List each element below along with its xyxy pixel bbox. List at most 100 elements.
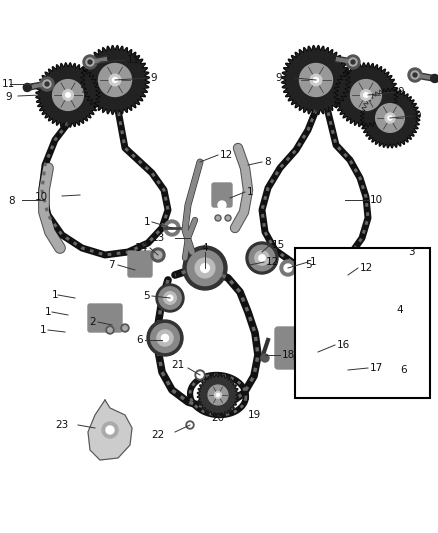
Text: 1: 1 — [143, 217, 150, 227]
Circle shape — [187, 251, 223, 286]
Text: 12: 12 — [266, 257, 279, 267]
Circle shape — [314, 77, 318, 83]
Circle shape — [216, 216, 219, 220]
Text: 11: 11 — [127, 55, 140, 65]
Circle shape — [431, 75, 438, 83]
Circle shape — [161, 334, 169, 342]
Text: 4: 4 — [201, 243, 208, 253]
Circle shape — [385, 365, 392, 372]
FancyBboxPatch shape — [295, 248, 430, 398]
Circle shape — [123, 326, 127, 330]
Polygon shape — [360, 88, 420, 148]
Text: 2: 2 — [89, 317, 96, 327]
Circle shape — [259, 255, 265, 261]
Circle shape — [249, 245, 275, 271]
Circle shape — [164, 220, 180, 236]
Circle shape — [197, 372, 203, 378]
Circle shape — [380, 360, 396, 376]
Circle shape — [99, 63, 131, 96]
Text: 16: 16 — [337, 340, 350, 350]
Text: 15: 15 — [272, 240, 285, 250]
Text: 17: 17 — [370, 363, 383, 373]
Circle shape — [376, 104, 404, 132]
Circle shape — [188, 423, 192, 427]
Circle shape — [201, 264, 209, 272]
Text: 3: 3 — [408, 247, 415, 257]
Circle shape — [108, 328, 112, 332]
Circle shape — [106, 426, 114, 434]
Circle shape — [351, 60, 355, 64]
Circle shape — [310, 368, 314, 372]
Circle shape — [215, 215, 221, 221]
Polygon shape — [334, 63, 398, 127]
Circle shape — [109, 74, 121, 86]
Circle shape — [156, 284, 184, 312]
Circle shape — [197, 372, 203, 378]
Circle shape — [349, 58, 357, 66]
Circle shape — [83, 55, 97, 69]
Text: 9: 9 — [397, 87, 404, 97]
Circle shape — [346, 55, 360, 69]
Circle shape — [106, 326, 114, 334]
Circle shape — [216, 393, 219, 397]
Circle shape — [121, 324, 129, 332]
Text: 9: 9 — [414, 111, 420, 121]
Text: 18: 18 — [282, 350, 295, 360]
Text: 10: 10 — [35, 192, 48, 202]
Circle shape — [327, 54, 336, 62]
Circle shape — [159, 287, 181, 309]
Text: 14: 14 — [135, 243, 148, 253]
Circle shape — [186, 421, 194, 429]
Circle shape — [195, 258, 215, 278]
Text: 10: 10 — [370, 195, 383, 205]
FancyBboxPatch shape — [128, 251, 152, 277]
Circle shape — [53, 79, 83, 110]
Circle shape — [43, 80, 51, 88]
Text: 9: 9 — [150, 73, 157, 83]
Text: 22: 22 — [152, 430, 165, 440]
Circle shape — [151, 324, 180, 352]
Circle shape — [188, 423, 192, 427]
Circle shape — [147, 320, 183, 356]
Circle shape — [108, 54, 116, 62]
Circle shape — [388, 116, 392, 120]
Polygon shape — [282, 46, 350, 115]
Circle shape — [225, 215, 231, 221]
Circle shape — [218, 201, 226, 209]
Circle shape — [167, 295, 173, 301]
Circle shape — [88, 60, 92, 64]
Text: 1: 1 — [247, 187, 254, 197]
Circle shape — [385, 113, 395, 123]
Circle shape — [364, 302, 396, 334]
Circle shape — [300, 63, 332, 96]
Circle shape — [376, 314, 384, 322]
Circle shape — [157, 330, 173, 346]
Text: 1: 1 — [52, 290, 59, 300]
Circle shape — [164, 292, 177, 304]
Circle shape — [215, 392, 222, 399]
Circle shape — [63, 90, 74, 100]
Circle shape — [86, 58, 94, 66]
Text: 23: 23 — [55, 420, 68, 430]
FancyBboxPatch shape — [88, 304, 122, 332]
Circle shape — [66, 93, 71, 98]
FancyBboxPatch shape — [212, 183, 232, 207]
Text: 8: 8 — [8, 196, 14, 206]
Circle shape — [360, 298, 400, 338]
Circle shape — [23, 84, 31, 92]
FancyBboxPatch shape — [275, 327, 321, 369]
Text: 9: 9 — [276, 73, 282, 83]
Text: 12: 12 — [220, 150, 233, 160]
Circle shape — [411, 71, 419, 79]
Text: 1: 1 — [40, 325, 46, 335]
Text: 21: 21 — [172, 360, 185, 370]
Text: 11: 11 — [2, 79, 15, 89]
Circle shape — [371, 309, 389, 327]
Circle shape — [45, 82, 49, 86]
Circle shape — [284, 264, 292, 272]
Circle shape — [350, 79, 381, 110]
Text: 7: 7 — [108, 260, 115, 270]
Circle shape — [370, 350, 406, 386]
Circle shape — [113, 77, 117, 83]
Polygon shape — [81, 46, 149, 115]
